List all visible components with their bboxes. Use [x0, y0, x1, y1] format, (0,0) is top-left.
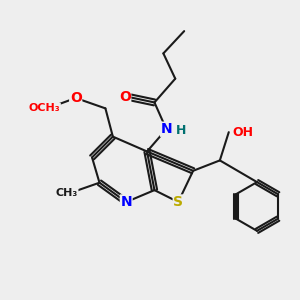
- Text: O: O: [70, 91, 82, 105]
- Text: OH: OH: [232, 126, 253, 139]
- Text: CH₃: CH₃: [56, 188, 78, 198]
- Text: N: N: [120, 195, 132, 209]
- Text: S: S: [173, 195, 183, 209]
- Text: O: O: [119, 89, 131, 103]
- Text: N: N: [160, 122, 172, 136]
- Text: OCH₃: OCH₃: [29, 103, 60, 113]
- Text: H: H: [176, 124, 186, 137]
